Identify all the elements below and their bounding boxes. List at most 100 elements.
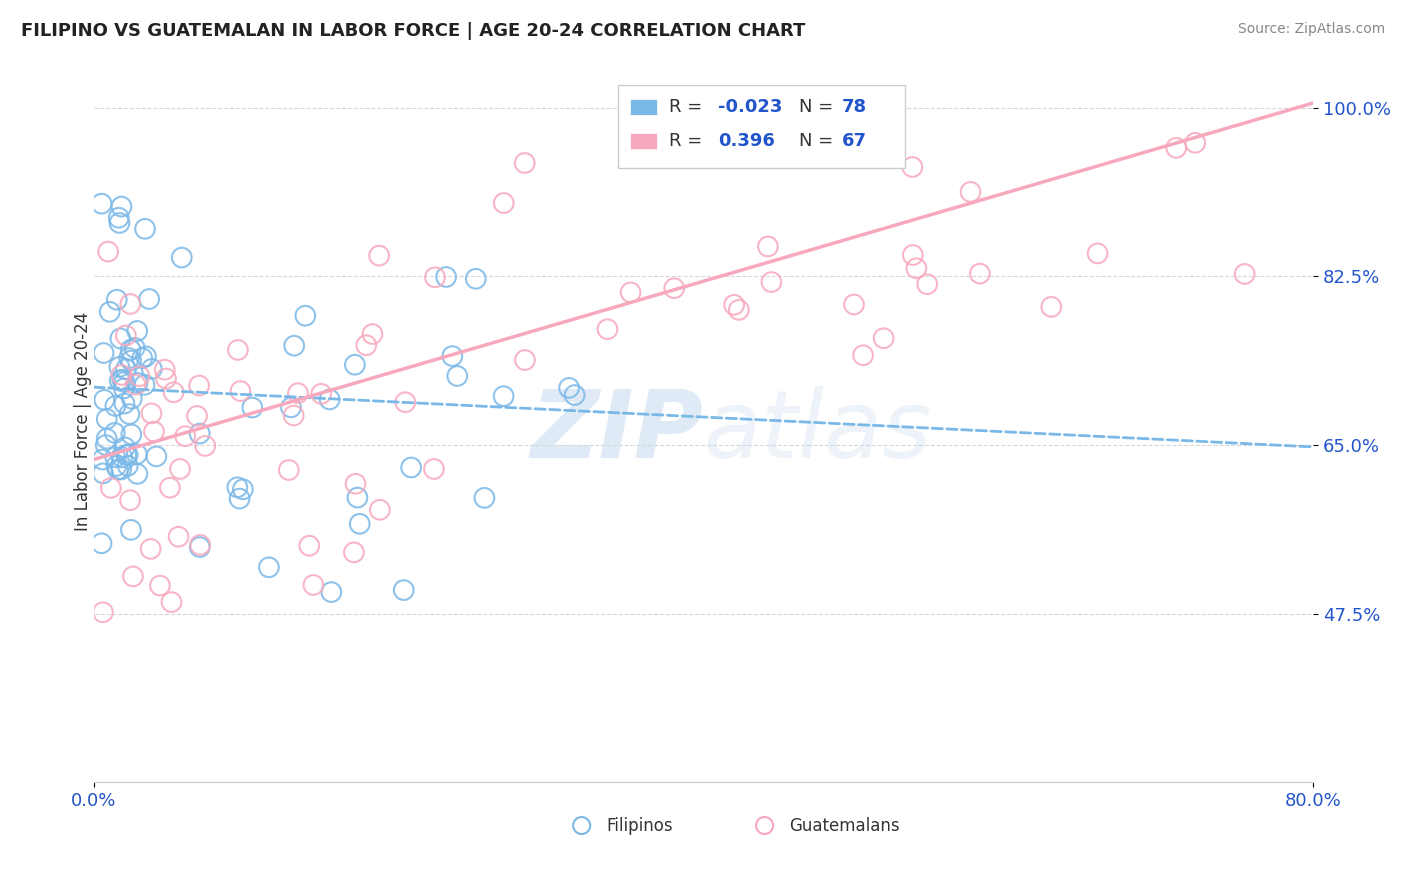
Point bbox=[138, 292, 160, 306]
Point bbox=[114, 396, 136, 410]
Point bbox=[852, 348, 875, 362]
Point bbox=[115, 362, 138, 376]
Point bbox=[90, 196, 112, 211]
Point bbox=[434, 270, 457, 285]
Point bbox=[141, 406, 163, 420]
Point bbox=[905, 261, 928, 276]
Point bbox=[229, 384, 252, 398]
Point bbox=[188, 540, 211, 554]
Text: FILIPINO VS GUATEMALAN IN LABOR FORCE | AGE 20-24 CORRELATION CHART: FILIPINO VS GUATEMALAN IN LABOR FORCE | … bbox=[21, 22, 806, 40]
Text: R =: R = bbox=[669, 132, 703, 150]
Point bbox=[93, 392, 115, 407]
Point bbox=[160, 595, 183, 609]
Point bbox=[96, 432, 118, 446]
Point bbox=[474, 491, 496, 505]
Point bbox=[901, 160, 924, 174]
Point bbox=[104, 399, 127, 413]
Point bbox=[134, 222, 156, 236]
Point bbox=[127, 467, 149, 481]
Point bbox=[134, 377, 156, 392]
Text: Guatemalans: Guatemalans bbox=[789, 816, 900, 835]
Point bbox=[294, 309, 316, 323]
Point bbox=[492, 196, 515, 211]
Point bbox=[872, 331, 894, 345]
Point bbox=[513, 353, 536, 368]
Point bbox=[114, 328, 136, 343]
Point bbox=[723, 298, 745, 312]
Point bbox=[441, 349, 464, 363]
Point bbox=[188, 538, 211, 552]
Point bbox=[121, 392, 143, 406]
Point bbox=[399, 460, 422, 475]
Point bbox=[344, 476, 367, 491]
Point bbox=[114, 440, 136, 454]
Point bbox=[318, 392, 340, 407]
Point bbox=[120, 353, 142, 368]
Point bbox=[107, 211, 129, 225]
Point bbox=[446, 369, 468, 384]
Point bbox=[1233, 267, 1256, 281]
Point bbox=[96, 412, 118, 426]
Point bbox=[346, 491, 368, 505]
Point bbox=[104, 450, 127, 465]
Point bbox=[901, 248, 924, 262]
Point bbox=[186, 409, 208, 423]
Point bbox=[194, 439, 217, 453]
Point bbox=[564, 388, 586, 402]
Point bbox=[110, 462, 132, 476]
Point bbox=[167, 530, 190, 544]
FancyBboxPatch shape bbox=[630, 133, 657, 149]
Point bbox=[124, 377, 146, 392]
Point bbox=[169, 462, 191, 476]
Point bbox=[664, 281, 686, 295]
Point bbox=[464, 272, 486, 286]
Point bbox=[105, 293, 128, 307]
Point bbox=[98, 305, 121, 319]
Point bbox=[969, 267, 991, 281]
Point bbox=[97, 244, 120, 259]
Point bbox=[118, 407, 141, 421]
Point bbox=[120, 523, 142, 537]
Point bbox=[423, 462, 446, 476]
Point bbox=[139, 541, 162, 556]
Point bbox=[170, 251, 193, 265]
Point bbox=[120, 493, 142, 508]
Point bbox=[124, 341, 146, 355]
Point bbox=[112, 375, 135, 389]
Point bbox=[619, 285, 641, 300]
Point bbox=[145, 450, 167, 464]
Point bbox=[232, 483, 254, 497]
Point bbox=[143, 425, 166, 439]
Point bbox=[105, 458, 128, 473]
Point bbox=[277, 463, 299, 477]
Point bbox=[91, 467, 114, 481]
Point bbox=[356, 338, 378, 352]
Point bbox=[368, 502, 391, 516]
Y-axis label: In Labor Force | Age 20-24: In Labor Force | Age 20-24 bbox=[75, 311, 91, 531]
Point bbox=[188, 378, 211, 392]
Point bbox=[727, 302, 749, 317]
Point bbox=[842, 297, 865, 311]
Point bbox=[368, 249, 391, 263]
Point bbox=[118, 351, 141, 365]
Point bbox=[110, 200, 132, 214]
Point bbox=[392, 583, 415, 598]
Point bbox=[280, 401, 302, 415]
Point bbox=[596, 322, 619, 336]
Point bbox=[283, 409, 305, 423]
Point bbox=[93, 346, 115, 360]
Point bbox=[110, 331, 132, 345]
Point bbox=[1184, 136, 1206, 150]
Point bbox=[558, 381, 581, 395]
Point bbox=[226, 343, 249, 357]
Point bbox=[349, 516, 371, 531]
Point bbox=[149, 578, 172, 592]
Point bbox=[343, 358, 366, 372]
Point bbox=[90, 536, 112, 550]
Point bbox=[125, 447, 148, 461]
Point bbox=[122, 569, 145, 583]
Point bbox=[110, 368, 132, 382]
Text: N =: N = bbox=[799, 132, 832, 150]
Text: 0.396: 0.396 bbox=[718, 132, 775, 150]
Point bbox=[108, 359, 131, 374]
